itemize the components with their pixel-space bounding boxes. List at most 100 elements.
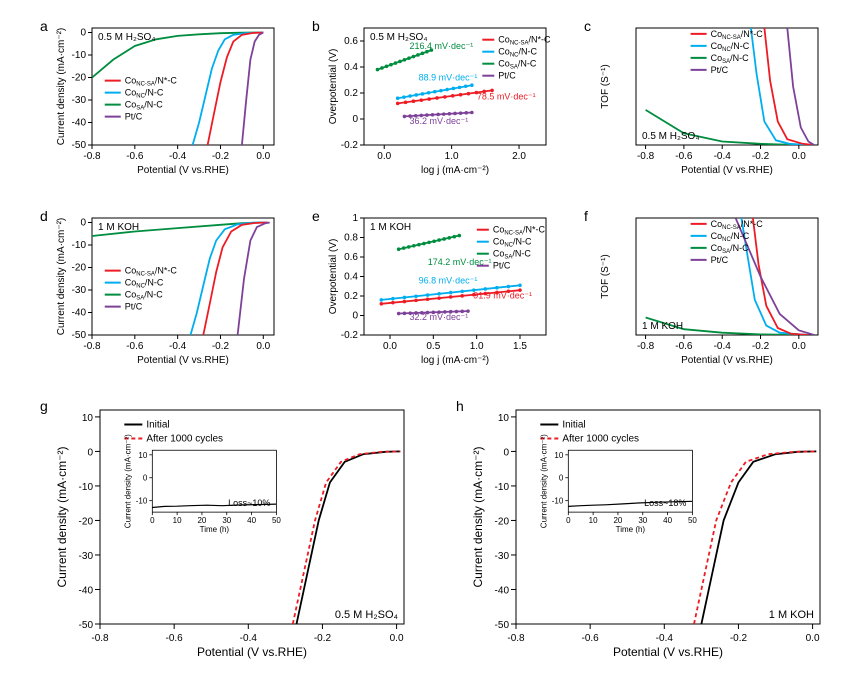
svg-text:0.6: 0.6 bbox=[344, 252, 358, 263]
svg-text:-40: -40 bbox=[72, 118, 87, 129]
svg-text:0.8: 0.8 bbox=[344, 233, 358, 244]
panel-letter-e: e bbox=[312, 208, 320, 224]
svg-text:CoNC-SA/N*-C: CoNC-SA/N*-C bbox=[498, 35, 551, 47]
svg-text:CoNC-SA/N*-C: CoNC-SA/N*-C bbox=[125, 76, 178, 88]
svg-text:0.0: 0.0 bbox=[792, 151, 806, 162]
svg-text:10: 10 bbox=[554, 451, 563, 460]
svg-text:0.5 M H₂SO₄: 0.5 M H₂SO₄ bbox=[335, 609, 399, 621]
svg-text:log j (mA·cm⁻²): log j (mA·cm⁻²) bbox=[421, 165, 489, 175]
panel-a: -0.8-0.6-0.4-0.20.0-50-40-30-20-1000.5 M… bbox=[54, 20, 284, 175]
svg-text:-50: -50 bbox=[72, 330, 87, 341]
svg-text:10: 10 bbox=[589, 516, 598, 525]
svg-text:Time (h): Time (h) bbox=[616, 525, 646, 534]
svg-text:10: 10 bbox=[498, 413, 510, 424]
svg-text:Pt/C: Pt/C bbox=[493, 261, 511, 271]
svg-text:-0.2: -0.2 bbox=[212, 341, 230, 352]
svg-text:Potential (V vs.RHE): Potential (V vs.RHE) bbox=[137, 165, 229, 175]
svg-text:-0.2: -0.2 bbox=[752, 341, 770, 352]
svg-text:Pt/C: Pt/C bbox=[711, 65, 729, 75]
svg-text:CoSA/N-C: CoSA/N-C bbox=[711, 53, 750, 65]
panel-letter-g: g bbox=[40, 398, 48, 414]
svg-text:Potential (V vs.RHE): Potential (V vs.RHE) bbox=[197, 645, 307, 659]
svg-text:After 1000 cycles: After 1000 cycles bbox=[146, 434, 223, 445]
svg-text:CoSA/N-C: CoSA/N-C bbox=[125, 100, 164, 112]
panel-h: -0.8-0.6-0.4-0.20.0-50-40-30-20-10010Ini… bbox=[470, 400, 830, 660]
svg-text:-0.4: -0.4 bbox=[714, 341, 732, 352]
svg-text:-10: -10 bbox=[72, 240, 87, 251]
svg-text:-10: -10 bbox=[79, 482, 94, 493]
svg-text:Potential (V vs.RHE): Potential (V vs.RHE) bbox=[681, 355, 773, 365]
svg-text:1: 1 bbox=[352, 213, 358, 224]
svg-text:-0.6: -0.6 bbox=[582, 633, 600, 644]
svg-text:CoNC/N-C: CoNC/N-C bbox=[498, 47, 537, 59]
svg-text:TOF (S⁻¹): TOF (S⁻¹) bbox=[600, 254, 611, 299]
svg-text:88.9 mV·dec⁻¹: 88.9 mV·dec⁻¹ bbox=[419, 73, 478, 83]
svg-text:2.0: 2.0 bbox=[512, 151, 526, 162]
panel-g: -0.8-0.6-0.4-0.20.0-50-40-30-20-10010Ini… bbox=[54, 400, 414, 660]
panel-letter-a: a bbox=[40, 18, 48, 34]
panel-c: -0.8-0.6-0.4-0.20.00.5 M H₂SO₄CoNC-SA/N*… bbox=[598, 20, 828, 175]
svg-text:CoSA/N-C: CoSA/N-C bbox=[711, 243, 750, 255]
svg-text:1.5: 1.5 bbox=[513, 341, 527, 352]
svg-text:10: 10 bbox=[82, 413, 94, 424]
svg-text:-10: -10 bbox=[136, 497, 148, 506]
panel-e: 0.00.51.01.5-0.200.20.40.60.811 M KOH174… bbox=[326, 210, 556, 365]
svg-text:0.2: 0.2 bbox=[344, 291, 358, 302]
svg-text:-0.6: -0.6 bbox=[675, 341, 693, 352]
svg-text:0.0: 0.0 bbox=[792, 341, 806, 352]
svg-text:-0.4: -0.4 bbox=[169, 151, 187, 162]
svg-text:CoNC-SA/N*-C: CoNC-SA/N*-C bbox=[125, 266, 178, 278]
svg-text:-0.8: -0.8 bbox=[637, 341, 655, 352]
svg-text:-0.2: -0.2 bbox=[212, 151, 230, 162]
svg-text:0.5 M H₂SO₄: 0.5 M H₂SO₄ bbox=[642, 131, 699, 142]
panel-f: -0.8-0.6-0.4-0.20.01 M KOHCoNC-SA/N*-CCo… bbox=[598, 210, 828, 365]
svg-text:Current density (mA·cm⁻²): Current density (mA·cm⁻²) bbox=[56, 218, 67, 336]
svg-text:Current density (mA·cm⁻²): Current density (mA·cm⁻²) bbox=[471, 446, 485, 587]
svg-text:-40: -40 bbox=[72, 308, 87, 319]
svg-text:Pt/C: Pt/C bbox=[125, 302, 143, 312]
panel-letter-b: b bbox=[312, 18, 320, 34]
panel-b: 0.01.02.0-0.200.20.40.60.5 M H₂SO₄216.4 … bbox=[326, 20, 556, 175]
svg-text:1.0: 1.0 bbox=[470, 341, 484, 352]
svg-text:40: 40 bbox=[663, 516, 672, 525]
svg-text:-0.2: -0.2 bbox=[341, 330, 359, 341]
svg-text:-30: -30 bbox=[72, 285, 87, 296]
svg-text:50: 50 bbox=[688, 516, 697, 525]
svg-text:Pt/C: Pt/C bbox=[711, 255, 729, 265]
svg-text:Potential (V vs.RHE): Potential (V vs.RHE) bbox=[681, 165, 773, 175]
panel-letter-c: c bbox=[584, 18, 591, 34]
svg-text:CoSA/N-C: CoSA/N-C bbox=[125, 290, 164, 302]
svg-text:91.9 mV·dec⁻¹: 91.9 mV·dec⁻¹ bbox=[473, 291, 532, 301]
svg-text:-0.8: -0.8 bbox=[83, 341, 101, 352]
svg-text:-10: -10 bbox=[552, 497, 564, 506]
svg-text:50: 50 bbox=[272, 516, 281, 525]
svg-text:Time (h): Time (h) bbox=[200, 525, 230, 534]
panel-letter-d: d bbox=[40, 208, 48, 224]
svg-text:1 M KOH: 1 M KOH bbox=[642, 321, 683, 332]
svg-text:-40: -40 bbox=[495, 585, 510, 596]
svg-text:-50: -50 bbox=[495, 620, 510, 631]
svg-text:Overpotential (V): Overpotential (V) bbox=[328, 49, 339, 125]
svg-text:-0.2: -0.2 bbox=[341, 140, 359, 151]
svg-text:-30: -30 bbox=[72, 95, 87, 106]
svg-text:-0.8: -0.8 bbox=[83, 151, 101, 162]
svg-text:TOF (S⁻¹): TOF (S⁻¹) bbox=[600, 64, 611, 109]
svg-text:Potential (V vs.RHE): Potential (V vs.RHE) bbox=[137, 355, 229, 365]
svg-text:96.8 mV·dec⁻¹: 96.8 mV·dec⁻¹ bbox=[419, 276, 478, 286]
svg-text:1.0: 1.0 bbox=[445, 151, 459, 162]
svg-text:0: 0 bbox=[352, 114, 358, 125]
svg-text:Initial: Initial bbox=[562, 420, 585, 431]
svg-text:CoNC/N-C: CoNC/N-C bbox=[711, 41, 750, 53]
svg-text:-20: -20 bbox=[79, 516, 94, 527]
svg-text:Overpotential (V): Overpotential (V) bbox=[328, 239, 339, 315]
svg-text:0.4: 0.4 bbox=[344, 272, 358, 283]
svg-text:216.4 mV·dec⁻¹: 216.4 mV·dec⁻¹ bbox=[410, 41, 474, 51]
svg-text:0: 0 bbox=[80, 28, 86, 39]
svg-text:0: 0 bbox=[143, 474, 148, 483]
svg-text:-30: -30 bbox=[495, 551, 510, 562]
svg-text:0.0: 0.0 bbox=[806, 633, 820, 644]
svg-text:40: 40 bbox=[247, 516, 256, 525]
svg-text:0: 0 bbox=[503, 447, 509, 458]
svg-text:Pt/C: Pt/C bbox=[125, 112, 143, 122]
svg-text:-40: -40 bbox=[79, 585, 94, 596]
